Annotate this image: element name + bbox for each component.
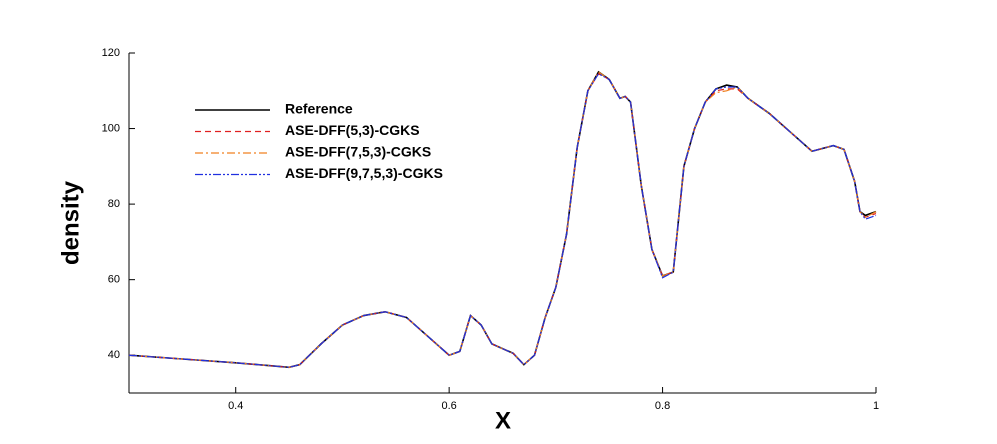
legend-label: ASE-DFF(5,3)-CGKS bbox=[285, 122, 420, 138]
legend-label: ASE-DFF(9,7,5,3)-CGKS bbox=[285, 165, 443, 181]
series-line bbox=[128, 70, 877, 369]
y-tick-label: 80 bbox=[108, 198, 120, 210]
x-tick-label: 0.6 bbox=[441, 400, 456, 412]
x-tick-label: 0.8 bbox=[655, 400, 670, 412]
x-tick-label: 1 bbox=[873, 400, 879, 412]
legend-label: ASE-DFF(7,5,3)-CGKS bbox=[285, 144, 431, 160]
series-line bbox=[128, 72, 877, 368]
y-tick-label: 100 bbox=[102, 122, 120, 134]
legend-label: Reference bbox=[285, 101, 353, 117]
y-tick-label: 60 bbox=[108, 274, 120, 286]
x-axis-label: X bbox=[495, 407, 511, 434]
y-axis-label: density bbox=[57, 180, 84, 265]
y-tick-label: 120 bbox=[102, 47, 120, 59]
series-line bbox=[128, 72, 877, 368]
series-line bbox=[128, 71, 877, 368]
y-tick-label: 40 bbox=[108, 349, 120, 361]
x-tick-label: 0.4 bbox=[228, 400, 243, 412]
